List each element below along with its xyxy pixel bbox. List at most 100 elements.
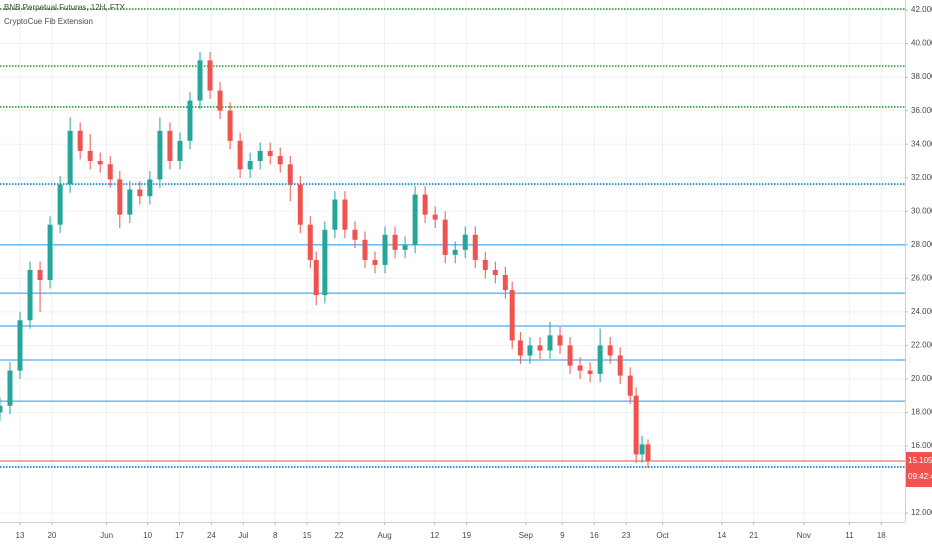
candle-body [472, 234, 478, 260]
y-tick-label: 28.0000 [911, 240, 932, 249]
candle-body [567, 345, 573, 366]
candle-body [313, 259, 319, 296]
x-tick-label: 19 [462, 531, 471, 540]
x-tick-label: 14 [717, 531, 726, 540]
candle-body [412, 194, 418, 245]
candle-body [177, 140, 183, 161]
candles [0, 51, 651, 468]
candle-body [17, 320, 23, 371]
candle-body [247, 160, 253, 170]
candle-body [607, 345, 613, 356]
x-tick-label: 9 [560, 531, 565, 540]
candle-body [509, 290, 515, 341]
candle-body [167, 130, 173, 161]
candle-body [47, 224, 53, 281]
last-price-tag [906, 452, 932, 488]
y-tick-label: 36.0000 [911, 106, 932, 115]
candle-body [645, 444, 651, 462]
x-tick-label: Aug [377, 531, 391, 540]
y-tick-label: 20.0000 [911, 374, 932, 383]
x-tick-label: 13 [16, 531, 25, 540]
candle-body [257, 150, 263, 161]
candle-body [297, 184, 303, 225]
x-tick-label: 24 [207, 531, 216, 540]
candle-body [267, 150, 273, 156]
bar-countdown: 09:42:47 [908, 472, 932, 481]
candle-body [187, 100, 193, 141]
candle-body [287, 164, 293, 185]
x-tick-label: 17 [175, 531, 184, 540]
candle-body [362, 239, 368, 260]
x-tick-label: 20 [47, 531, 56, 540]
candle-body [332, 199, 338, 230]
candle-body [57, 184, 63, 225]
candle-body [157, 130, 163, 180]
x-tick-label: 23 [622, 531, 631, 540]
x-tick-label: 10 [143, 531, 152, 540]
x-tick-label: 11 [845, 531, 854, 540]
candle-body [77, 130, 83, 151]
indicator-name: CryptoCue Fib Extension [4, 17, 93, 26]
y-tick-label: 40.0000 [911, 39, 932, 48]
candle-body [0, 405, 3, 413]
candle-body [597, 345, 603, 374]
candle-body [147, 179, 153, 197]
x-tick-label: 12 [430, 531, 439, 540]
candle-body [227, 110, 233, 141]
candle-body [557, 335, 563, 346]
candle-body [432, 214, 438, 220]
y-tick-label: 30.0000 [911, 206, 932, 215]
candle-body [392, 234, 398, 250]
candle-body [322, 229, 328, 296]
y-tick-label: 24.0000 [911, 307, 932, 316]
candle-body [482, 259, 488, 270]
x-tick-label: 15 [303, 531, 312, 540]
candle-body [97, 160, 103, 165]
y-tick-label: 26.0000 [911, 273, 932, 282]
candle-body [237, 140, 243, 170]
candle-body [633, 395, 639, 455]
y-tick-label: 42.0000 [911, 5, 932, 14]
candle-body [587, 370, 593, 374]
y-tick-label: 16.0000 [911, 441, 932, 450]
candle-body [452, 249, 458, 255]
x-tick-label: 22 [335, 531, 344, 540]
x-tick-label: Jul [238, 531, 248, 540]
candle-body [577, 365, 583, 371]
candle-body [7, 370, 13, 406]
candle-body [617, 355, 623, 376]
candle-body [67, 130, 73, 185]
candle-body [352, 229, 358, 240]
x-tick-label: Sep [519, 531, 534, 540]
axes: 42.0000 40.0000 38.0000 36.0000 34.0000 32.00… [16, 5, 932, 540]
y-tick-label: 18.0000 [911, 408, 932, 417]
candle-body [502, 275, 508, 291]
candle-body [372, 259, 378, 265]
candle-body [527, 345, 533, 356]
candle-body [27, 269, 33, 321]
x-tick-label: Oct [656, 531, 669, 540]
candle-body [107, 164, 113, 180]
candle-body [402, 244, 408, 250]
candle-body [197, 60, 203, 101]
candle-body [442, 219, 448, 255]
y-tick-label: 38.0000 [911, 72, 932, 81]
y-tick-label: 22.0000 [911, 341, 932, 350]
candle-body [277, 155, 283, 165]
candle-body [462, 234, 468, 250]
candle-body [342, 199, 348, 230]
x-tick-label: 8 [273, 531, 278, 540]
candle-body [117, 179, 123, 215]
x-tick-label: 16 [590, 531, 599, 540]
candle-body [382, 234, 388, 265]
candle-body [627, 375, 633, 396]
y-tick-label: 32.0000 [911, 173, 932, 182]
candle-body [127, 189, 133, 215]
y-tick-label: 34.0000 [911, 139, 932, 148]
candle-body [547, 335, 553, 351]
candle-body [422, 194, 428, 215]
candle-body [137, 189, 143, 197]
